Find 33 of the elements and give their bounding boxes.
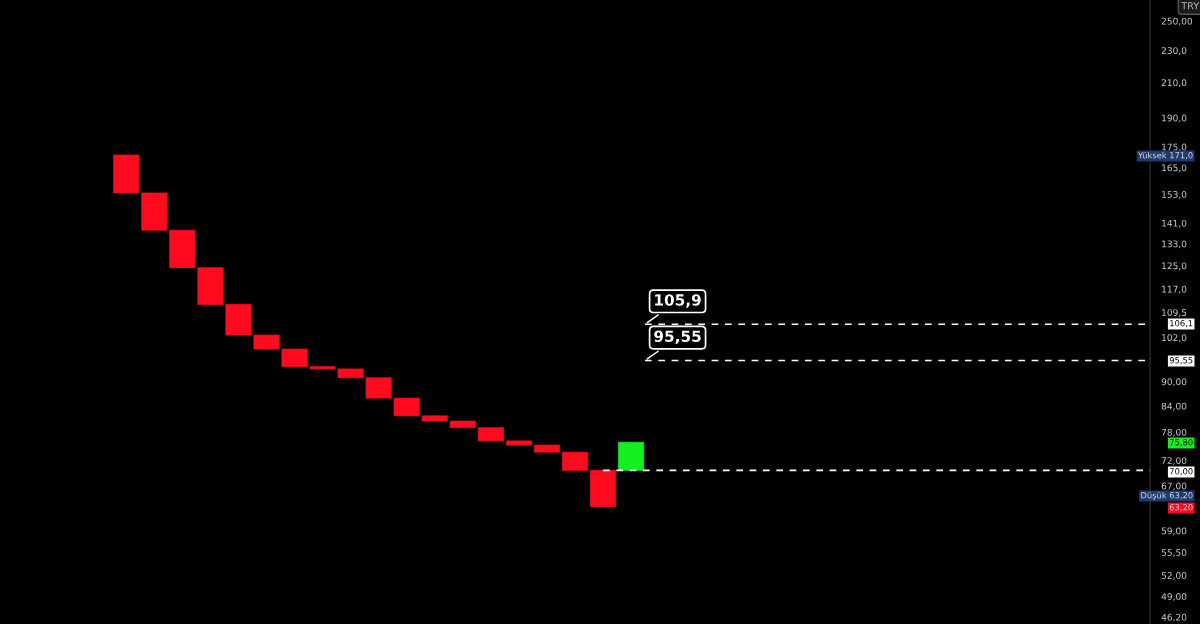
y-tick-label: 102,0: [1162, 334, 1187, 342]
y-tick-label: 49,00: [1161, 593, 1187, 601]
annotation: Düşük 63,20: [1141, 491, 1193, 500]
annotation: Yüksek 171,0: [1138, 151, 1193, 160]
y-tick-label: 90,00: [1161, 378, 1187, 387]
y-tick-label: 59,00: [1161, 527, 1187, 536]
ref-line-label: 105,9: [655, 294, 701, 308]
y-tick-label: 67,00: [1161, 482, 1187, 491]
y-tick-label: 84,00: [1161, 402, 1187, 411]
text: 70,00: [1169, 468, 1193, 476]
y-tick-label: 250,00: [1161, 17, 1193, 26]
y-tick-label: 78,00: [1161, 428, 1187, 437]
legend-label: 95,55: [654, 330, 701, 344]
y-tick-label: 190,0: [1162, 114, 1187, 123]
y-tick-label: 133,0: [1162, 240, 1187, 249]
text: 63,20: [1169, 504, 1193, 512]
y-tick-label: 210,0: [1161, 79, 1187, 87]
y-tick-label: 175,0: [1162, 143, 1187, 152]
y-tick-label: 117,0: [1162, 285, 1187, 294]
text: TRY: [1181, 2, 1200, 10]
y-tick-label: 52,00: [1161, 572, 1187, 580]
y-tick-label: 141,0: [1162, 219, 1187, 228]
text: 75,80: [1169, 439, 1193, 447]
y-tick-label: 46,20: [1161, 613, 1187, 622]
text: 95,55: [1169, 357, 1193, 365]
y-tick-label: 55,50: [1161, 549, 1187, 557]
y-tick-label: 109,5: [1162, 309, 1187, 317]
y-tick-label: 125,0: [1162, 262, 1187, 271]
y-tick-label: 165,0: [1162, 164, 1187, 173]
y-tick-label: 153,0: [1162, 191, 1187, 199]
y-tick-label: 72,00: [1161, 457, 1187, 465]
text: 106,1: [1170, 320, 1193, 328]
y-tick-label: 230,0: [1161, 47, 1187, 55]
